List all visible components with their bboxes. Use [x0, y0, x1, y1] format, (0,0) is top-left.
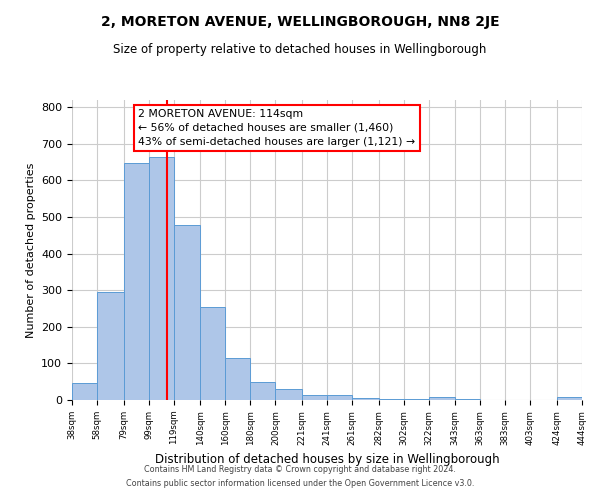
Bar	[275, 390, 302, 400]
Bar	[97, 292, 124, 400]
Y-axis label: Number of detached properties: Number of detached properties	[26, 162, 35, 338]
Bar	[327, 395, 352, 400]
Text: Contains HM Land Registry data © Crown copyright and database right 2024.
Contai: Contains HM Land Registry data © Crown c…	[126, 466, 474, 487]
Bar	[174, 226, 200, 400]
Bar	[379, 398, 404, 400]
Bar	[250, 382, 275, 400]
Bar	[352, 398, 379, 400]
Bar	[557, 398, 582, 400]
Bar	[72, 383, 97, 400]
X-axis label: Distribution of detached houses by size in Wellingborough: Distribution of detached houses by size …	[155, 453, 499, 466]
Bar	[124, 163, 149, 400]
Bar	[225, 358, 250, 400]
Bar	[149, 156, 174, 400]
Bar	[429, 397, 455, 400]
Bar	[404, 399, 429, 400]
Bar	[200, 307, 225, 400]
Text: 2 MORETON AVENUE: 114sqm
← 56% of detached houses are smaller (1,460)
43% of sem: 2 MORETON AVENUE: 114sqm ← 56% of detach…	[139, 109, 415, 147]
Text: 2, MORETON AVENUE, WELLINGBOROUGH, NN8 2JE: 2, MORETON AVENUE, WELLINGBOROUGH, NN8 2…	[101, 15, 499, 29]
Bar	[302, 394, 327, 400]
Text: Size of property relative to detached houses in Wellingborough: Size of property relative to detached ho…	[113, 42, 487, 56]
